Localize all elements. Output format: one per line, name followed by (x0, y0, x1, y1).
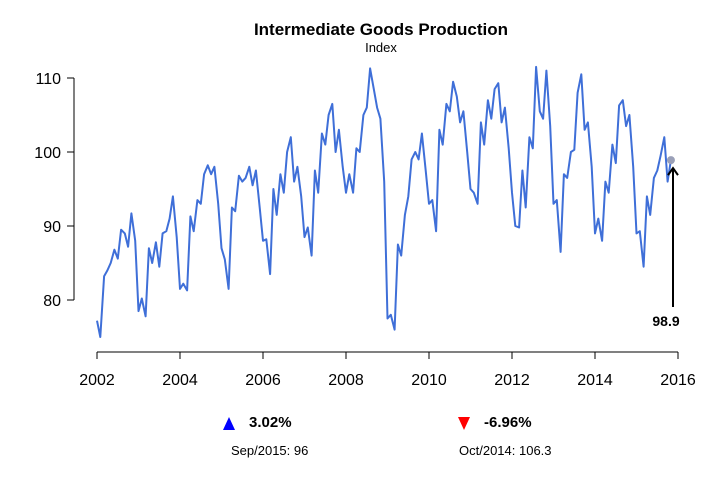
down-triangle-icon (458, 417, 470, 430)
x-tick-label: 2008 (328, 372, 364, 389)
x-tick-label: 2012 (494, 372, 530, 389)
x-tick-label: 2014 (577, 372, 613, 389)
up-triangle-icon (223, 417, 235, 430)
stat-down-detail: Oct/2014: 106.3 (459, 443, 552, 458)
callout-label: 98.9 (652, 313, 679, 329)
x-tick-label: 2010 (411, 372, 447, 389)
y-tick-label: 110 (35, 71, 61, 88)
x-tick-label: 2006 (245, 372, 281, 389)
y-axis: 80 90 100 110 (34, 71, 75, 310)
y-tick-label: 90 (43, 219, 61, 236)
x-tick-label: 2016 (660, 372, 696, 389)
x-tick-label: 2004 (162, 372, 198, 389)
y-tick-label: 100 (34, 145, 61, 162)
series-layer (96, 65, 675, 338)
stat-up-detail: Sep/2015: 96 (231, 443, 309, 458)
series-line (96, 65, 672, 338)
callout-layer: 98.9 (652, 166, 680, 329)
y-tick-label: 80 (43, 293, 61, 310)
chart-title: Intermediate Goods Production (254, 20, 508, 39)
callout-arrow-head (667, 166, 679, 176)
stat-up-percent: 3.02% (249, 414, 292, 431)
chart-subtitle: Index (365, 40, 397, 55)
stat-down-percent: -6.96% (484, 414, 532, 431)
last-point-marker (666, 156, 675, 165)
x-tick-label: 2002 (79, 372, 115, 389)
x-axis: 2002 2004 2006 2008 2010 2012 2014 2016 (79, 351, 696, 389)
